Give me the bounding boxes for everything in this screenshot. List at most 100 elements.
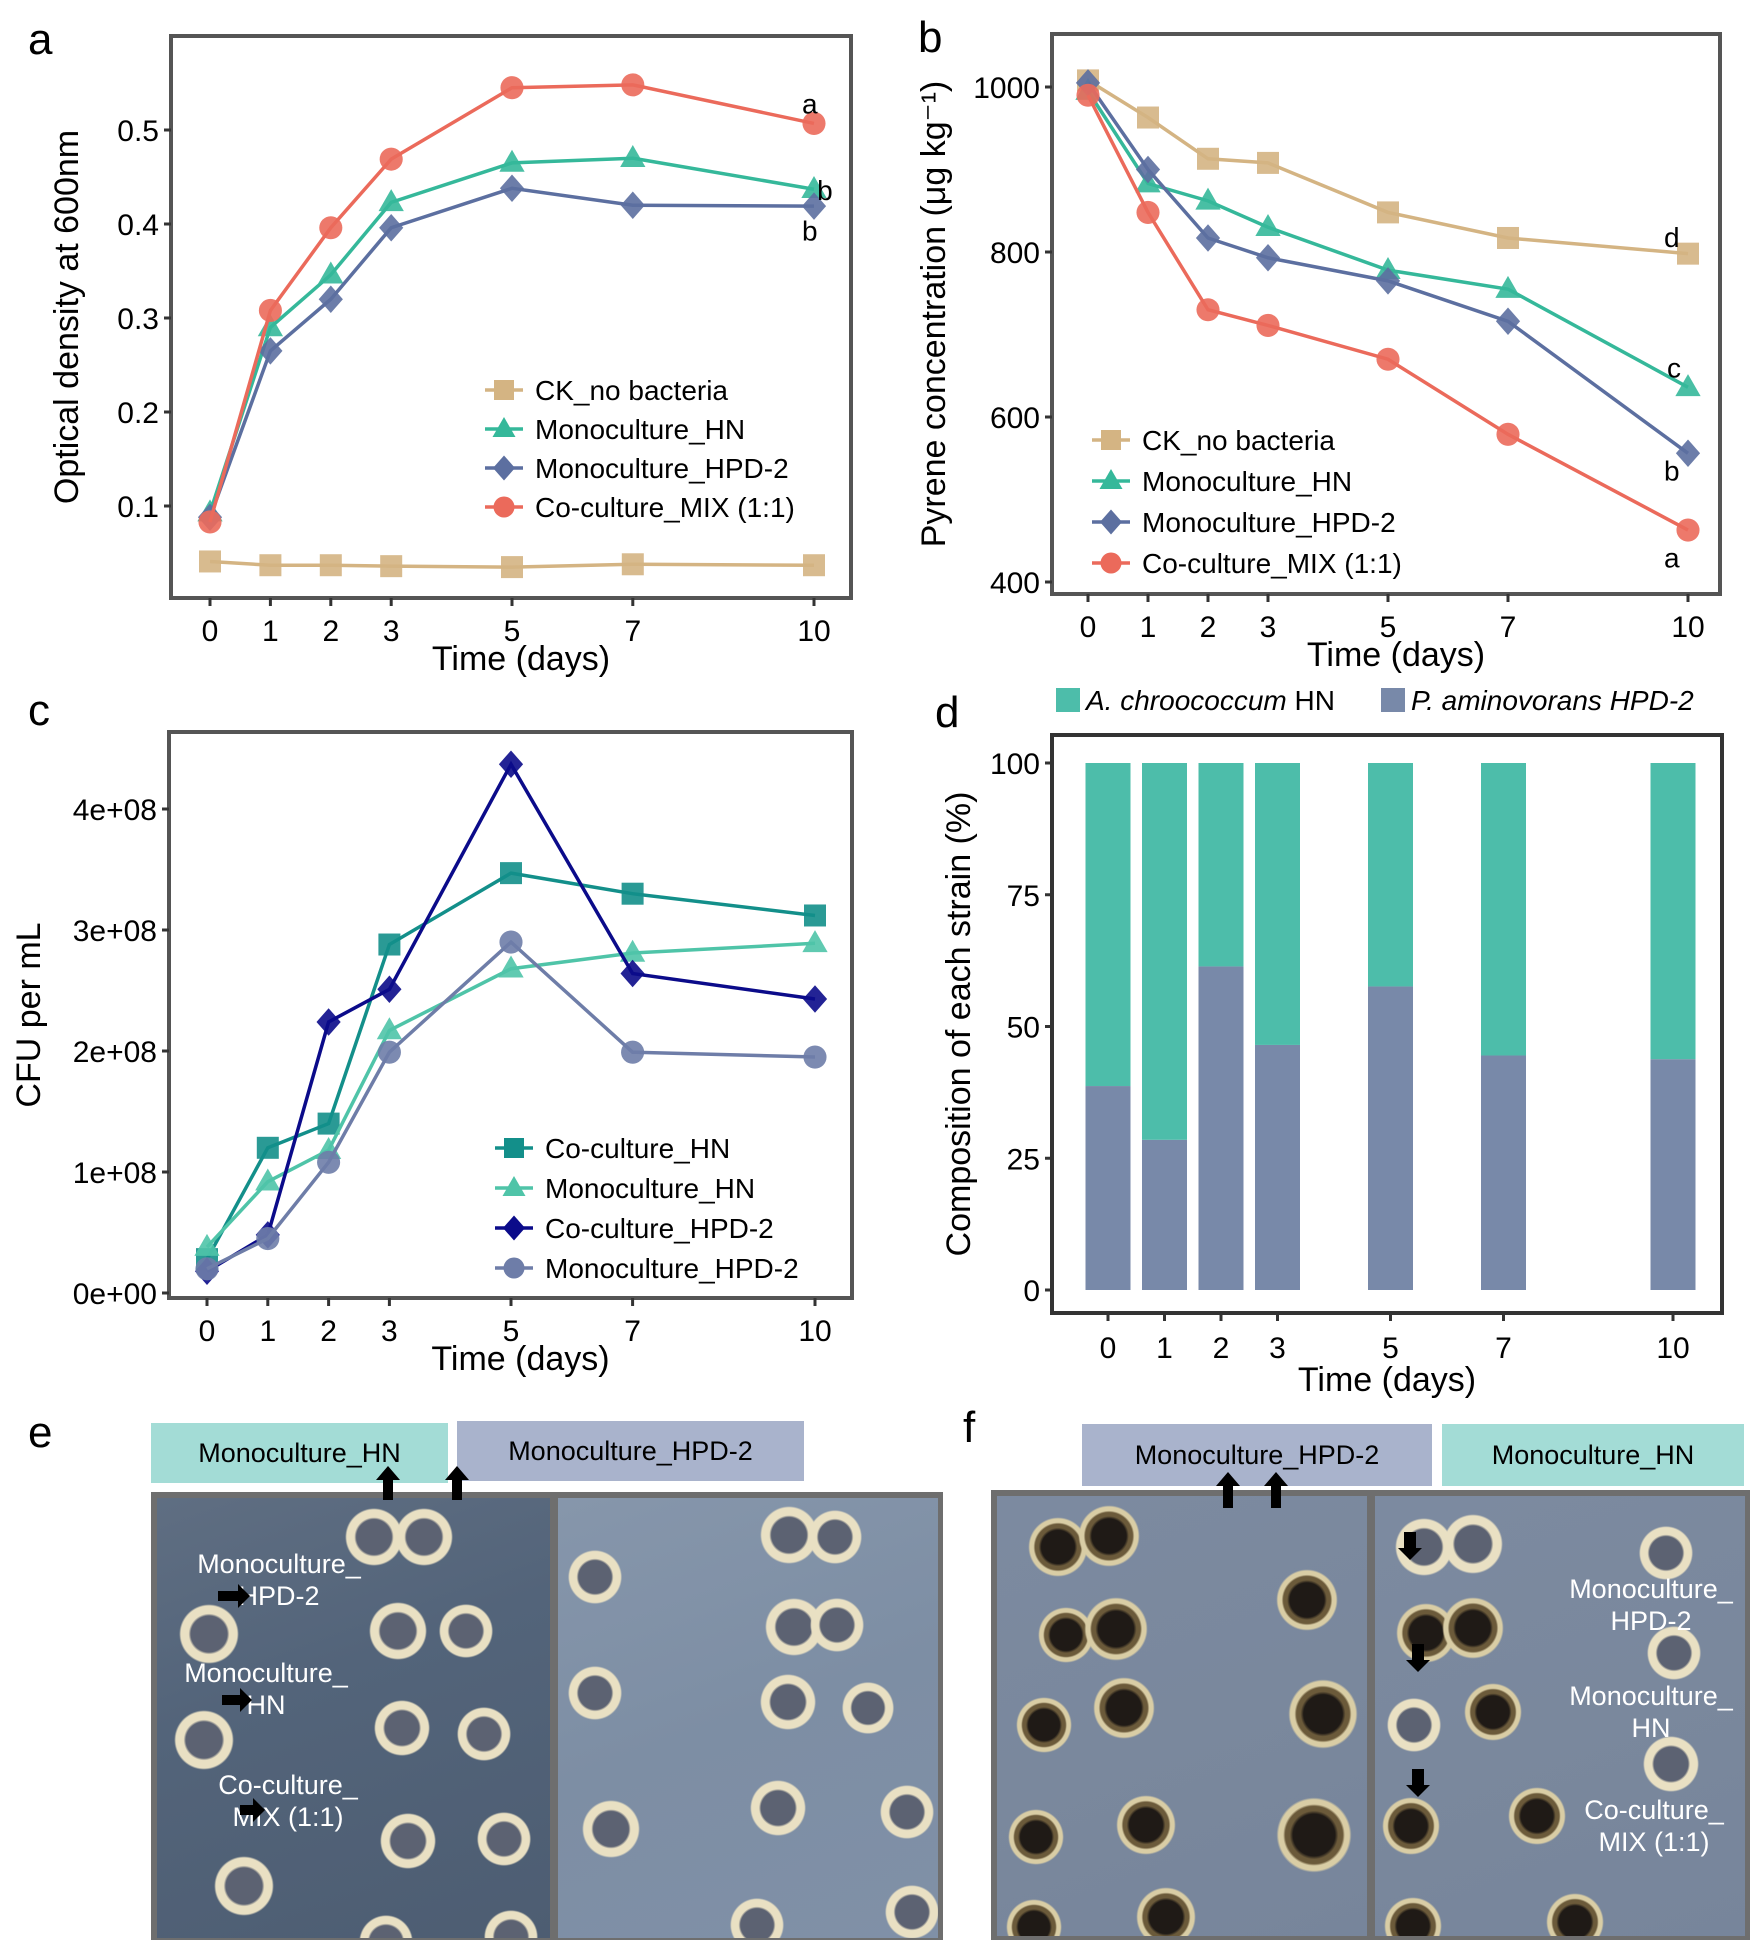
annotation-line: MIX (1:1) xyxy=(1598,1827,1710,1857)
legend-marker xyxy=(503,1257,525,1279)
well xyxy=(1275,1796,1353,1874)
legend-plain: HN xyxy=(1287,685,1335,716)
bar-a-chroococcum-hn xyxy=(1368,763,1413,987)
data-point xyxy=(621,73,645,97)
legend-marker xyxy=(502,1176,526,1196)
data-point xyxy=(619,939,646,962)
data-point xyxy=(376,1017,403,1040)
label-monoculture-hn-e: Monoculture_HN xyxy=(151,1423,448,1483)
data-point xyxy=(801,192,827,220)
data-point xyxy=(620,191,645,219)
legend-label: Monoculture_HN xyxy=(535,414,745,445)
x-tick-label: 10 xyxy=(797,615,830,648)
legend-italic: A. chroococcum xyxy=(1084,685,1287,716)
x-tick-label: 3 xyxy=(383,615,400,648)
legend-marker xyxy=(503,1215,525,1241)
data-point xyxy=(319,216,343,240)
well xyxy=(393,1506,455,1568)
y-tick-label: 1000 xyxy=(973,72,1040,105)
data-point xyxy=(499,930,523,954)
bar-p-aminovorans-hpd-2 xyxy=(1255,1044,1300,1290)
arrows-f xyxy=(1216,1472,1430,1797)
x-tick-label: 1 xyxy=(262,615,279,648)
well xyxy=(1083,1596,1149,1662)
well xyxy=(1545,1892,1605,1936)
y-tick-label: 4e+08 xyxy=(73,794,157,827)
data-point xyxy=(1076,83,1100,107)
data-point xyxy=(194,1233,220,1256)
data-point xyxy=(377,1040,401,1064)
well xyxy=(728,1896,786,1938)
data-point xyxy=(1137,106,1159,129)
y-tick-label: 75 xyxy=(1007,880,1040,913)
photo-plate-f-left xyxy=(997,1496,1367,1936)
x-tick-label: 0 xyxy=(1080,611,1097,644)
data-point xyxy=(1676,518,1700,542)
data-point xyxy=(256,1136,279,1159)
bar-p-aminovorans-hpd-2 xyxy=(1368,986,1413,1290)
panel-letter-d: d xyxy=(935,688,959,737)
data-point xyxy=(380,555,403,578)
annotation-monoculture-hn-e: Monoculture_ HN xyxy=(181,1657,351,1721)
legend-marker xyxy=(494,380,514,400)
data-point xyxy=(500,76,524,100)
data-point xyxy=(378,189,404,212)
annotation-monoculture-hn-f: Monoculture_ HN xyxy=(1551,1680,1750,1744)
y-tick-label: 800 xyxy=(990,237,1040,270)
significance-letter: c xyxy=(1667,353,1681,384)
data-point xyxy=(1135,155,1161,184)
data-point xyxy=(621,1040,645,1064)
data-point xyxy=(316,1008,341,1036)
data-point xyxy=(318,261,344,284)
y-tick-label: 0.2 xyxy=(117,397,159,430)
photo-plate-f: Monoculture_ HPD-2 Monoculture_ HN Co-cu… xyxy=(991,1490,1750,1940)
legend-label: P. aminovorans HPD-2 xyxy=(1411,685,1694,716)
well xyxy=(808,1596,866,1654)
series-co-culture-mix-1-1- xyxy=(1076,83,1700,542)
well xyxy=(758,1672,818,1732)
well xyxy=(177,1602,241,1666)
well xyxy=(878,1783,936,1841)
well xyxy=(1115,1794,1177,1856)
x-tick-label: 5 xyxy=(1382,1332,1399,1365)
x-tick-label: 7 xyxy=(1495,1332,1512,1365)
y-tick-label: 0 xyxy=(1023,1275,1040,1308)
x-tick-label: 1 xyxy=(259,1315,276,1348)
bar-a-chroococcum-hn xyxy=(1142,763,1187,1140)
photo-plate-e-left xyxy=(157,1498,550,1938)
well xyxy=(580,1798,642,1860)
series-monoculture-hpd-2 xyxy=(195,930,827,1281)
data-point xyxy=(621,553,644,576)
x-tick-label: 5 xyxy=(504,615,521,648)
data-point xyxy=(319,554,342,577)
annotation-line: HN xyxy=(246,1690,286,1720)
legend-label: CK_no bacteria xyxy=(535,375,728,406)
label-monoculture-hn-f: Monoculture_HN xyxy=(1442,1424,1744,1486)
series-ck-no-bacteria xyxy=(1077,69,1699,265)
significance-letter: d xyxy=(1664,222,1680,253)
well xyxy=(372,1698,432,1758)
well xyxy=(1463,1682,1523,1742)
well xyxy=(1645,1624,1703,1682)
legend-label: Monoculture_HN xyxy=(1142,466,1352,497)
data-point xyxy=(259,554,282,577)
legend-marker xyxy=(1099,469,1123,489)
data-point xyxy=(498,750,524,778)
data-point xyxy=(1195,187,1221,210)
bar-a-chroococcum-hn xyxy=(1650,763,1696,1060)
well xyxy=(806,1508,864,1566)
y-tick-label: 0e+00 xyxy=(73,1278,157,1311)
series-monoculture-hpd-2 xyxy=(197,174,827,532)
annotation-line: HPD-2 xyxy=(238,1581,320,1611)
well xyxy=(566,1664,624,1722)
series-line xyxy=(1086,90,1689,389)
legend-italic: P. aminovorans HPD-2 xyxy=(1411,685,1694,716)
well xyxy=(1385,1696,1443,1754)
well xyxy=(1383,1896,1443,1936)
photo-plate-f-right xyxy=(1375,1496,1745,1936)
x-tick-label: 2 xyxy=(1213,1332,1230,1365)
x-tick-label: 0 xyxy=(202,615,219,648)
chart-c-cfu: 0e+00 1e+08 2e+08 3e+08 4e+08 0 1 2 3 5 7 10 Time (d… xyxy=(10,730,854,1378)
data-point xyxy=(195,1257,219,1281)
well xyxy=(172,1708,236,1772)
